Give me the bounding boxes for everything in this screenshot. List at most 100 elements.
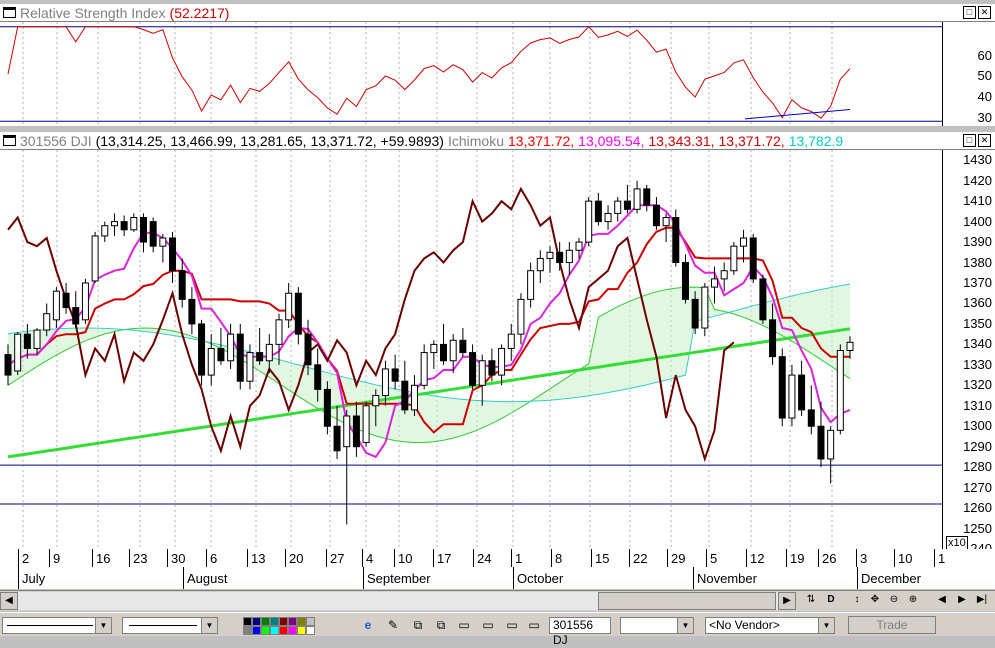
color-swatch[interactable]	[252, 617, 261, 626]
candle-body	[711, 278, 719, 288]
date-tick: 10	[898, 551, 913, 566]
scroll-left-button[interactable]: ◀	[0, 592, 18, 610]
price-close-button[interactable]: ✕	[978, 134, 991, 147]
candle-body	[633, 188, 641, 210]
sync-icon[interactable]: ⇅	[802, 592, 820, 610]
candle-body	[236, 333, 244, 382]
color-swatch[interactable]	[306, 617, 315, 626]
candle-body	[430, 343, 438, 354]
candle-body	[23, 333, 31, 349]
color-swatch[interactable]	[252, 626, 261, 635]
end-icon[interactable]: ▶|	[973, 592, 991, 610]
timeframe-combo[interactable]: ▼	[620, 617, 694, 634]
horizontal-scrollbar[interactable]: ◀ ▶ ⇅ D ↕ ✥ ⊖ ⊕ ◀ ▶ ▶|	[0, 590, 995, 611]
candle-body	[730, 245, 738, 272]
rsi-close-button[interactable]: ✕	[978, 6, 991, 19]
color-palette[interactable]	[243, 617, 335, 635]
date-tick: 23	[133, 551, 148, 566]
symbol-combo[interactable]: 301556 DJ	[549, 617, 611, 647]
chevron-down-icon[interactable]: ▼	[95, 618, 111, 633]
color-swatch[interactable]	[279, 617, 288, 626]
ichimoku-value-2: 13,095.54,	[578, 132, 645, 149]
chart-compare-icon[interactable]: ⧉	[436, 618, 446, 632]
rsi-titlebar[interactable]: Relative Strength Index (52.2217) □ ✕	[0, 4, 995, 22]
rsi-value: (52.2217)	[169, 4, 230, 21]
month-divider	[513, 567, 514, 589]
price-tick: 1260	[963, 500, 992, 516]
chevron-down-icon[interactable]: ▼	[818, 618, 834, 633]
window-menu-icon[interactable]	[3, 7, 16, 18]
chevron-down-icon[interactable]: ▼	[677, 618, 693, 633]
color-swatch[interactable]	[288, 626, 297, 635]
rsi-tick: 30	[977, 110, 992, 125]
zoom-in-icon[interactable]: ⊕	[904, 592, 922, 610]
price-minimize-button[interactable]: □	[963, 134, 976, 147]
month-divider	[693, 567, 694, 589]
color-swatch[interactable]	[261, 626, 270, 635]
date-tick-mark	[394, 549, 395, 567]
price-titlebar[interactable]: 301556 DJI (13,314.25, 13,466.99, 13,281…	[0, 132, 995, 150]
date-tick-mark	[667, 549, 668, 567]
candle-body	[556, 251, 564, 264]
color-swatch[interactable]	[270, 626, 279, 635]
layout-icon-2[interactable]: ▭	[482, 618, 494, 632]
edit-icon[interactable]: ✎	[387, 618, 399, 632]
price-tick: 1360	[963, 295, 992, 311]
candle-body	[527, 270, 535, 300]
daily-icon[interactable]: D	[822, 592, 840, 610]
date-tick-mark	[786, 549, 787, 567]
layout-icon-4[interactable]: ▭	[528, 618, 540, 632]
date-tick: 2	[22, 551, 30, 566]
vertical-scale-icon[interactable]: ↕	[848, 592, 866, 610]
candle-body	[749, 237, 757, 280]
color-swatch[interactable]	[297, 617, 306, 626]
color-swatch[interactable]	[279, 626, 288, 635]
line-style-combo[interactable]: ▼	[2, 617, 112, 634]
price-tick: 1380	[963, 254, 992, 270]
internet-explorer-icon[interactable]: e	[364, 618, 372, 632]
scroll-track[interactable]	[18, 592, 778, 610]
date-tick-mark	[206, 549, 207, 567]
scroll-thumb[interactable]	[598, 592, 776, 610]
chevron-down-icon[interactable]: ▼	[201, 618, 217, 633]
date-tick: 13	[251, 551, 266, 566]
layout-icon-3[interactable]: ▭	[506, 618, 518, 632]
vendor-combo-value: <No Vendor>	[709, 618, 780, 632]
date-tick-mark	[49, 549, 50, 567]
date-tick-mark	[551, 549, 552, 567]
line-width-combo[interactable]: ▼	[122, 617, 218, 634]
color-swatch[interactable]	[243, 626, 252, 635]
layout-icon-1[interactable]: ▭	[458, 618, 470, 632]
scroll-right-button[interactable]: ▶	[778, 592, 796, 610]
window-menu-icon[interactable]	[3, 135, 16, 146]
color-swatch[interactable]	[288, 617, 297, 626]
date-tick: 15	[595, 551, 610, 566]
color-swatch[interactable]	[297, 626, 306, 635]
vendor-combo[interactable]: <No Vendor> ▼	[705, 617, 835, 634]
bottom-toolbar: ▼ ▼ e ✎ ⧉ ⧉ ▭ ▭ ▭ ▭ 301556 DJ ▼ <No Vend…	[0, 612, 995, 647]
candle-body	[256, 352, 264, 362]
candle-body	[846, 341, 854, 352]
price-plot-area[interactable]	[0, 150, 942, 549]
previous-icon[interactable]: ◀	[933, 592, 951, 610]
next-icon[interactable]: ▶	[953, 592, 971, 610]
date-tick: 8	[555, 551, 563, 566]
trade-button[interactable]: Trade	[848, 616, 936, 634]
color-swatch[interactable]	[243, 617, 252, 626]
ichimoku-value-5: 13,782.9	[788, 132, 844, 149]
candle-body	[217, 347, 225, 362]
candle-body	[401, 380, 409, 411]
rsi-title: Relative Strength Index	[20, 4, 166, 21]
price-tick: 1350	[963, 315, 992, 331]
color-swatch[interactable]	[261, 617, 270, 626]
zoom-out-icon[interactable]: ⊖	[885, 592, 903, 610]
rsi-minimize-button[interactable]: □	[963, 6, 976, 19]
price-tick: 1270	[963, 479, 992, 495]
candle-body	[440, 343, 448, 362]
color-swatch[interactable]	[306, 626, 315, 635]
pan-icon[interactable]: ✥	[866, 592, 884, 610]
date-tick-mark	[247, 549, 248, 567]
chart-two-icon[interactable]: ⧉	[413, 618, 423, 632]
rsi-plot-area[interactable]	[0, 22, 942, 126]
color-swatch[interactable]	[270, 617, 279, 626]
